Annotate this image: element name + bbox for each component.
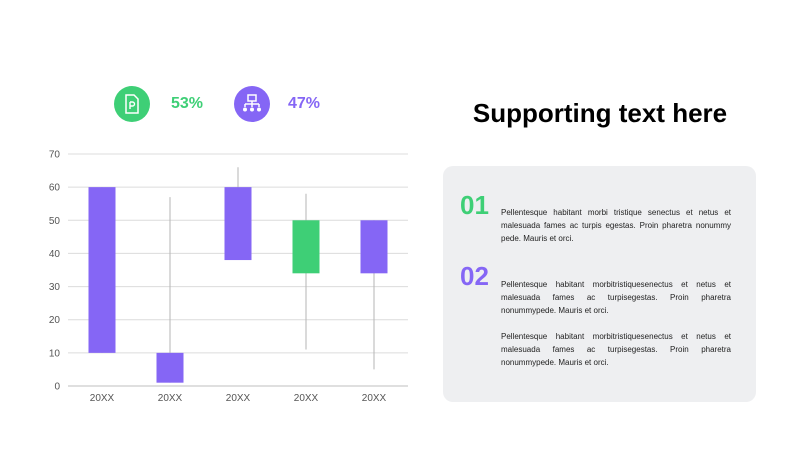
extra-text: Pellentesque habitant morbitristiquesene…: [501, 332, 731, 367]
heading: Supporting text here: [472, 98, 728, 128]
x-tick-label: 20XX: [226, 393, 251, 404]
y-tick-label: 70: [49, 150, 61, 161]
point-number-1: 01: [460, 190, 489, 220]
y-tick-label: 40: [49, 249, 61, 260]
candle-body: [292, 220, 320, 274]
point-text-1: Pellentesque habitant morbi tristique se…: [501, 208, 731, 243]
hierarchy-icon: [243, 94, 261, 112]
x-tick-label: 20XX: [90, 393, 115, 404]
stat-value-2: 47%: [288, 95, 321, 112]
candle-body: [88, 187, 116, 353]
x-tick-label: 20XX: [294, 393, 319, 404]
y-tick-label: 60: [49, 183, 61, 194]
y-tick-label: 20: [49, 315, 61, 326]
point-number-2: 02: [460, 261, 489, 291]
point-text-2: Pellentesque habitant morbitristiquesene…: [501, 280, 731, 315]
candle-body: [224, 187, 252, 261]
stat-value-1: 53%: [171, 95, 204, 112]
document-icon: [125, 94, 139, 114]
text-panel: [443, 166, 756, 402]
y-tick-label: 50: [49, 216, 61, 227]
candle-body: [360, 220, 388, 274]
stat-icon-hierarchy: [234, 86, 270, 122]
stat-icon-document: [114, 86, 150, 122]
x-tick-label: 20XX: [158, 393, 183, 404]
x-tick-label: 20XX: [362, 393, 387, 404]
candle-body: [156, 352, 184, 383]
candlestick-chart: 0 10 20 30 40 50 60 70 20XX 20XX 20XX 20XX 20XX: [49, 150, 408, 404]
y-tick-label: 30: [49, 282, 61, 293]
y-tick-label: 10: [49, 348, 61, 359]
y-tick-label: 0: [54, 382, 60, 393]
